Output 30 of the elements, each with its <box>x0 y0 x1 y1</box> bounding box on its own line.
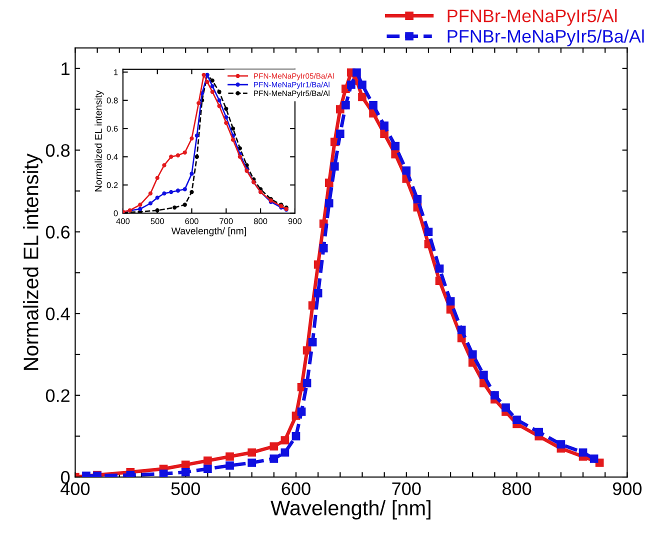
x-tick-label: 800 <box>254 218 268 224</box>
y-axis-title: Normalized EL intensity <box>23 154 42 370</box>
y-tick-label: 0.6 <box>106 126 118 132</box>
y-tick-label: 0 <box>61 470 70 484</box>
y-tick-label: 0.8 <box>106 98 118 104</box>
y-tick-label: 0 <box>114 210 118 216</box>
y-tick-label: 0.2 <box>106 182 118 188</box>
x-tick-label: 500 <box>171 482 200 496</box>
legend-label: PFNBr-MeNaPyIr5/Al <box>448 9 617 26</box>
x-axis-title: Wavelength/ [nm] <box>270 500 430 520</box>
y-tick-label: 0.4 <box>106 154 118 160</box>
x-tick-label: 700 <box>220 218 233 224</box>
x-tick-label: 400 <box>116 218 130 224</box>
x-tick-label: 600 <box>282 482 310 496</box>
x-tick-label: 400 <box>60 482 90 496</box>
x-tick-label: 900 <box>288 218 302 224</box>
x-tick-label: 500 <box>150 218 164 224</box>
x-axis-title: Wavelength/ [nm] <box>171 227 246 236</box>
y-tick-label: 0.4 <box>46 308 70 320</box>
y-tick-label: 1 <box>114 69 118 76</box>
y-axis-title: Normalized EL intensity <box>94 90 104 192</box>
y-tick-label: 0.8 <box>46 144 70 157</box>
text: PFNBr-MeNaPyIr5/Ba/Al <box>448 29 644 46</box>
y-tick-label: 0.6 <box>46 226 70 239</box>
y-tick-label: 1 <box>62 62 70 75</box>
x-tick-label: 700 <box>392 482 421 496</box>
x-tick-label: 600 <box>185 218 198 224</box>
x-tick-label: 800 <box>502 482 532 496</box>
y-tick-label: 0.2 <box>46 389 70 402</box>
x-tick-label: 900 <box>612 482 642 496</box>
